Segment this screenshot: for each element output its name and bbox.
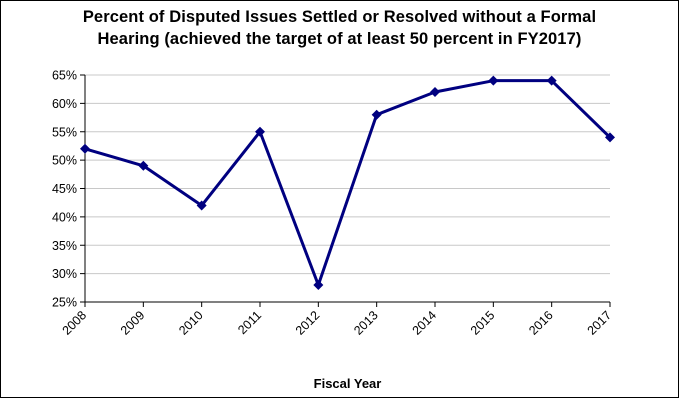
data-point [371, 109, 382, 120]
x-axis-title: Fiscal Year [314, 376, 382, 391]
data-point [488, 75, 499, 86]
y-tick-label: 25% [52, 296, 77, 310]
data-point [80, 143, 90, 154]
series-group [80, 75, 615, 290]
data-point [430, 87, 440, 98]
y-tick-label: 30% [52, 267, 77, 281]
y-tick-label: 60% [52, 97, 77, 111]
x-tick-label: 2010 [176, 308, 206, 338]
y-tick-label: 35% [52, 239, 77, 253]
y-tick-label: 65% [52, 69, 77, 83]
y-tick-label: 55% [52, 125, 77, 139]
x-tick-label: 2009 [118, 308, 148, 338]
data-point [138, 160, 149, 171]
y-tick-label: 50% [52, 154, 77, 168]
chart-title-line-1: Percent of Disputed Issues Settled or Re… [82, 8, 597, 26]
data-point [196, 200, 207, 211]
x-axis-ticks: 2008 2009 2010 2011 2012 2013 2014 2015 2016 2017 [60, 302, 615, 338]
gridlines [85, 74, 610, 275]
x-tick-label: 2011 [235, 308, 264, 337]
y-axis-ticks: 25% 30% 35% 40% 45% 50% 55% 60% 65% [52, 69, 85, 310]
x-tick-label: 2017 [585, 308, 615, 338]
y-tick-label: 45% [52, 182, 77, 196]
chart-title: Percent of Disputed Issues Settled or Re… [0, 6, 679, 50]
x-tick-label: 2016 [526, 308, 556, 338]
x-tick-label: 2015 [468, 308, 498, 338]
chart-title-line-2: Hearing (achieved the target of at least… [97, 30, 582, 48]
series-line [84, 79, 612, 287]
data-point [313, 279, 324, 290]
x-tick-label: 2012 [293, 308, 323, 338]
data-point [546, 75, 557, 86]
data-point [605, 132, 615, 143]
data-point [255, 126, 265, 137]
x-tick-label: 2013 [351, 308, 381, 338]
y-tick-label: 40% [52, 210, 77, 224]
x-tick-label: 2014 [410, 308, 440, 338]
x-tick-label: 2008 [60, 308, 90, 338]
